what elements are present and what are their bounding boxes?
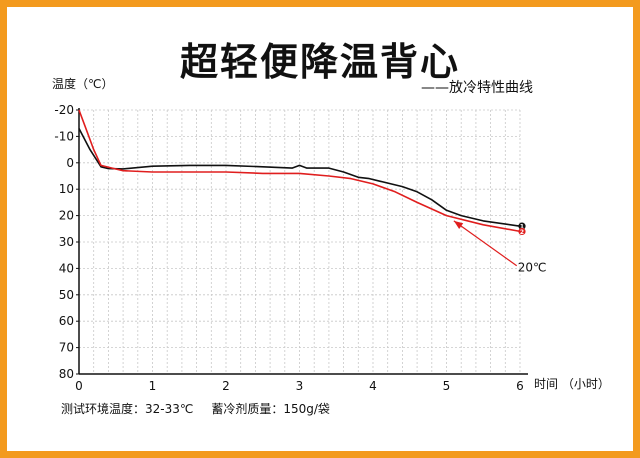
- y-tick-label: 50: [59, 288, 74, 302]
- x-tick-label: 4: [369, 379, 377, 393]
- annotations: 20℃: [453, 220, 547, 275]
- series-end-label-2: 2: [520, 229, 524, 236]
- y-tick-label: 70: [59, 341, 74, 355]
- y-tick-label: 20: [59, 209, 74, 223]
- y-tick-label: 30: [59, 235, 74, 249]
- y-tick-label: 0: [66, 156, 74, 170]
- legend-text: ——放冷特性曲线: [421, 80, 533, 96]
- y-tick-label: 10: [59, 182, 74, 196]
- x-tick-label: 5: [443, 379, 451, 393]
- x-tick-label: 0: [75, 379, 83, 393]
- x-tick-label: 2: [222, 379, 230, 393]
- y-tick-label: 80: [59, 367, 74, 381]
- series-line-1: [78, 128, 521, 227]
- y-tick-label: -20: [54, 103, 74, 117]
- series-end-label-1: 1: [520, 224, 524, 231]
- x-tick-labels: 0 1 2 3 4 5 6: [75, 379, 524, 393]
- coolant-mass: 蓄冷剂质量：150g/袋: [211, 402, 330, 416]
- annotation-arrow-line: [453, 220, 518, 267]
- y-axis-label: 温度（℃）: [52, 76, 113, 91]
- series-end-marker-2: [518, 227, 526, 236]
- series-end-marker-1: [518, 222, 526, 230]
- y-tick-label: -10: [54, 129, 74, 143]
- x-axis-label: 时间 （小时）: [534, 377, 610, 391]
- chart-title: 超轻便降温背心: [179, 40, 460, 84]
- series-line-2: [78, 109, 521, 233]
- y-tick-labels: -20 -10 0 10 20 30 40 50 60 70 80: [54, 103, 79, 381]
- x-tick-label: 1: [149, 379, 157, 393]
- x-tick-label: 6: [516, 379, 524, 393]
- series-lines: 12: [78, 109, 526, 236]
- grid-lines: [79, 109, 521, 375]
- annotation-arrow-head: [453, 220, 464, 229]
- y-tick-label: 60: [59, 314, 74, 328]
- test-env-temp: 测试环境温度：32-33℃: [61, 402, 194, 416]
- chart-card: 超轻便降温背心: [7, 7, 633, 451]
- axes: [78, 108, 528, 375]
- x-tick-label: 3: [296, 379, 304, 393]
- y-tick-label: 40: [59, 261, 74, 275]
- annotation-label: 20℃: [518, 261, 547, 275]
- footer: 测试环境温度：32-33℃ 蓄冷剂质量：150g/袋: [61, 400, 330, 417]
